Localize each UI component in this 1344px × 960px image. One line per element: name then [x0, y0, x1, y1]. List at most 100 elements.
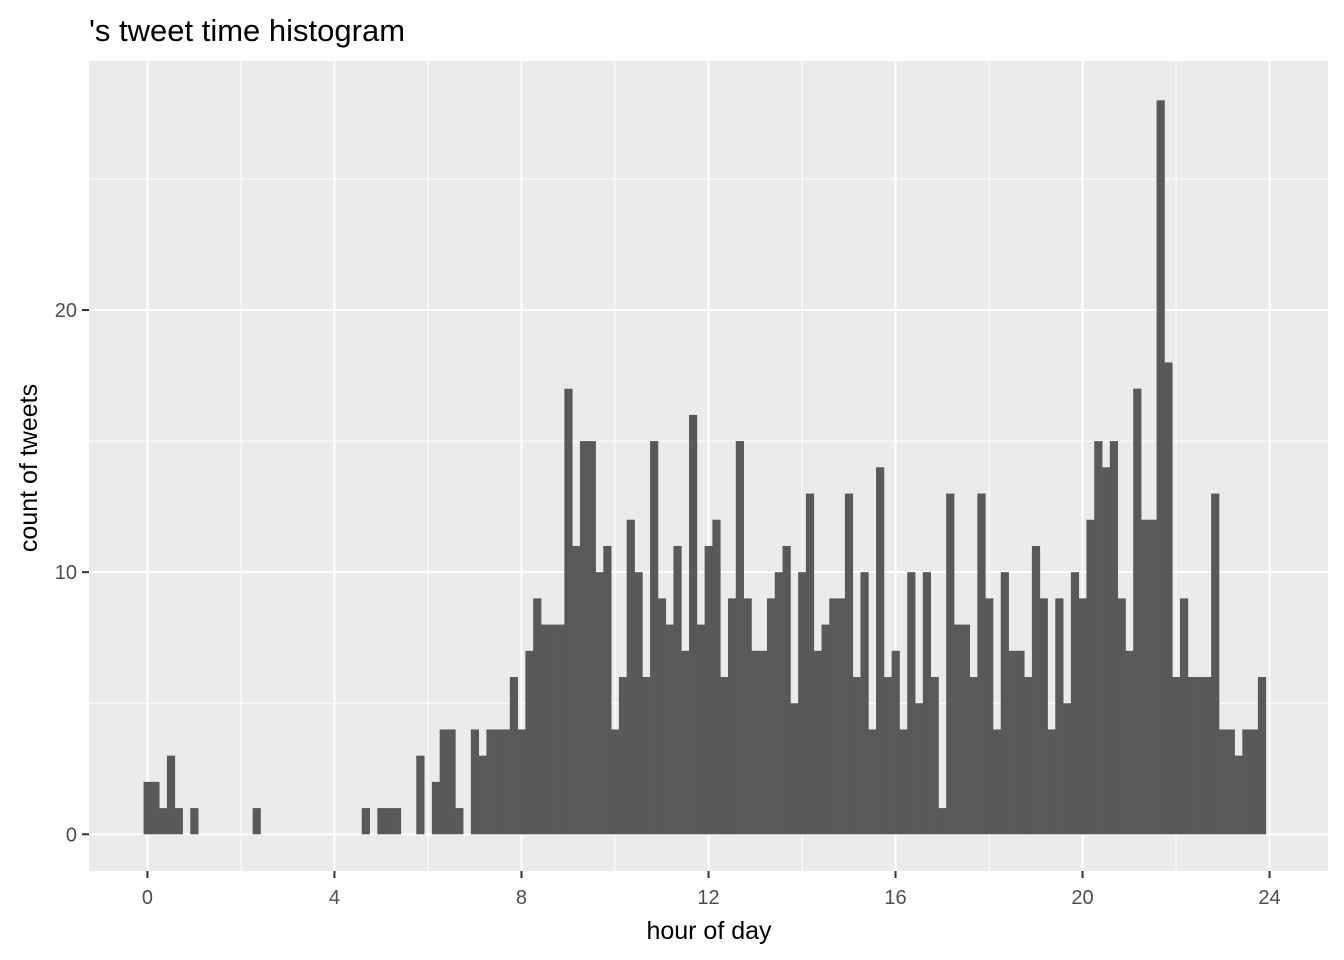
histogram-bar [509, 677, 518, 835]
histogram-bar [852, 677, 861, 835]
histogram-bar [1070, 572, 1080, 835]
histogram-bar [361, 808, 370, 835]
histogram-bar [556, 624, 565, 835]
histogram-bar [525, 650, 534, 835]
x-axis: 0 4 8 12 16 20 24 [142, 871, 1281, 909]
histogram-bar [735, 441, 744, 835]
y-tick-label: 20 [55, 300, 77, 322]
histogram-bar [720, 677, 729, 835]
histogram-bar [579, 441, 589, 835]
histogram-bar [1016, 650, 1025, 835]
x-tick-label: 4 [329, 887, 340, 909]
histogram-bar [1117, 598, 1126, 835]
histogram-bar [377, 808, 386, 835]
histogram-bar [626, 519, 635, 835]
histogram-bar [611, 729, 620, 835]
histogram-bar [1008, 650, 1017, 835]
histogram-bar [151, 781, 160, 835]
histogram-bar [961, 624, 970, 835]
histogram-bar [922, 572, 932, 835]
histogram-bar [1063, 703, 1072, 835]
histogram-bar [899, 729, 908, 835]
x-tick-label: 0 [142, 887, 153, 909]
histogram-bar [977, 493, 986, 835]
histogram-bar [1000, 572, 1009, 835]
histogram-bar [837, 598, 846, 835]
histogram-bar [1226, 729, 1235, 835]
histogram-bar [478, 755, 487, 835]
histogram-bar [470, 729, 480, 835]
histogram-bar [1257, 677, 1267, 835]
histogram-bar [868, 729, 877, 835]
histogram-bar [844, 493, 854, 835]
histogram-bar [595, 572, 604, 835]
histogram-bar [439, 729, 448, 835]
histogram-bar [540, 624, 550, 835]
histogram-bar [642, 677, 651, 835]
histogram-bar [969, 677, 978, 835]
chart-title: 's tweet time histogram [89, 13, 405, 48]
x-tick-label: 20 [1071, 887, 1093, 909]
histogram-bar [447, 729, 456, 835]
histogram-bar [431, 781, 441, 835]
histogram-bars [143, 100, 1267, 835]
x-tick-label: 16 [884, 887, 906, 909]
histogram-bar [1203, 677, 1212, 835]
histogram-bar [564, 388, 573, 835]
histogram-bar [985, 598, 994, 835]
histogram-bar [1024, 677, 1033, 835]
histogram-bar [766, 598, 776, 835]
histogram-bar [712, 519, 721, 835]
x-axis-title: hour of day [646, 917, 772, 945]
histogram-bar [1242, 729, 1251, 835]
histogram-bar [743, 598, 752, 835]
y-axis-title: count of tweets [15, 384, 43, 552]
histogram-bar [1172, 677, 1181, 835]
histogram-bar [1164, 362, 1173, 835]
histogram-bar [1141, 519, 1150, 835]
histogram-bar [1102, 467, 1111, 835]
histogram-bar [174, 808, 183, 835]
histogram-bar [572, 545, 581, 835]
y-tick-label: 10 [55, 562, 77, 584]
histogram-bar [813, 650, 822, 835]
histogram-bar [774, 572, 783, 835]
histogram-bar [1156, 100, 1165, 835]
histogram-bar [1125, 650, 1134, 835]
histogram-bar [798, 572, 807, 835]
histogram-bar [907, 572, 916, 835]
histogram-bar [790, 703, 799, 835]
histogram-bar [502, 729, 511, 835]
histogram-bar [190, 808, 199, 835]
histogram-bar [650, 441, 659, 835]
histogram-bar [1187, 677, 1196, 835]
histogram-bar [876, 467, 885, 835]
histogram-bar [1047, 729, 1056, 835]
histogram-bar [1148, 519, 1157, 835]
histogram-bar [883, 677, 893, 835]
histogram-bar [829, 598, 838, 835]
histogram-bar [1055, 598, 1064, 835]
histogram-bar [953, 624, 963, 835]
histogram-bar [681, 650, 690, 835]
histogram-bar [860, 572, 869, 835]
histogram-bar [1234, 755, 1243, 835]
x-tick-label: 8 [516, 887, 527, 909]
y-tick-label: 0 [66, 824, 77, 846]
histogram-bar [252, 808, 261, 835]
histogram-bar [1031, 545, 1041, 835]
histogram-bar [1078, 598, 1087, 835]
histogram-bar [494, 729, 503, 835]
histogram-bar [486, 729, 495, 835]
histogram-bar [673, 545, 682, 835]
histogram-bar [915, 703, 924, 835]
histogram-bar [143, 781, 152, 835]
histogram-bar [1218, 729, 1228, 835]
histogram-bar [782, 545, 791, 835]
histogram-bar [1179, 598, 1189, 835]
histogram-bar [938, 808, 947, 835]
histogram-bar [634, 572, 643, 835]
histogram-bar [1195, 677, 1204, 835]
histogram-bar [1039, 598, 1048, 835]
